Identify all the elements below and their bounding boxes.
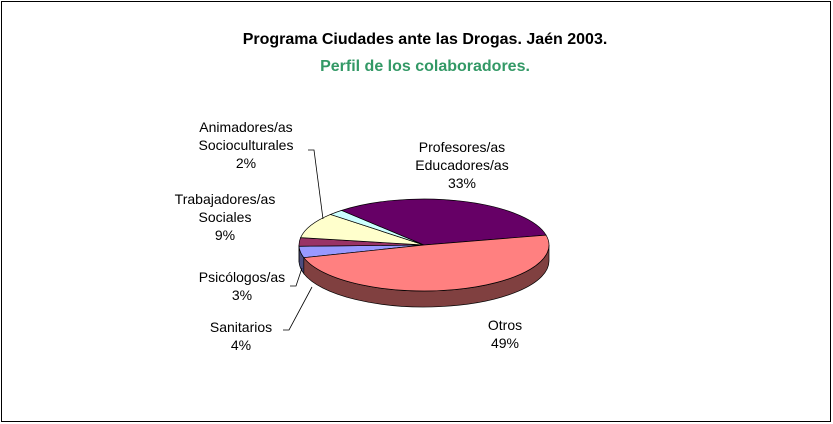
data-label: Profesores/as Educadores/as 33%	[415, 138, 508, 192]
leader-line	[283, 286, 313, 331]
data-label: Trabajadores/as Sociales 9%	[175, 190, 276, 244]
value-label: 33%	[447, 175, 477, 191]
data-label: Otros 49%	[488, 316, 522, 352]
chart-title: Programa Ciudades ante las Drogas. Jaén …	[243, 31, 608, 48]
chart-subtitle: Perfil de los colaboradores.	[320, 58, 530, 75]
slice-label: Otros	[487, 317, 523, 333]
leader-line	[308, 149, 324, 220]
slice	[303, 234, 550, 292]
slice-label: Psicólogos/as	[198, 269, 286, 285]
value-label: 3%	[231, 287, 253, 303]
value-label: 9%	[214, 227, 236, 243]
value-label: 2%	[235, 155, 257, 171]
value-label: 4%	[230, 337, 252, 353]
slice-label: Sanitarios	[209, 319, 273, 335]
slice-label: Trabajadores/as Sociales	[174, 191, 276, 225]
data-label: Psicólogos/as 3%	[199, 268, 285, 304]
value-label: 49%	[490, 335, 520, 351]
data-label: Sanitarios 4%	[210, 318, 272, 354]
data-label: Animadores/as Socioculturales 2%	[199, 118, 294, 172]
slice	[340, 198, 547, 246]
leader-line	[290, 267, 303, 287]
slice-label: Animadores/as Socioculturales	[198, 119, 294, 153]
slice-label: Profesores/as Educadores/as	[415, 139, 509, 173]
